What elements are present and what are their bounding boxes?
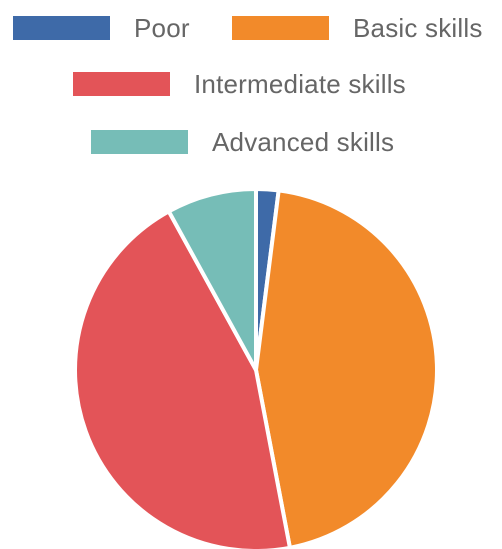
legend-item-advanced-skills[interactable]: Advanced skills — [91, 122, 394, 162]
legend-item-intermediate-skills[interactable]: Intermediate skills — [73, 64, 406, 104]
legend-row-1: Poor Basic skills — [0, 8, 502, 48]
legend-swatch-intermediate-skills — [73, 72, 170, 96]
pie-slices — [73, 187, 439, 549]
legend-label-intermediate-skills: Intermediate skills — [194, 68, 406, 99]
legend-item-basic-skills[interactable]: Basic skills — [232, 8, 483, 48]
legend-swatch-poor — [13, 16, 110, 40]
legend-swatch-advanced-skills — [91, 130, 188, 154]
pie-slice-basic-skills[interactable] — [254, 188, 439, 549]
pie-slice-intermediate-skills[interactable] — [73, 209, 292, 549]
legend-row-2: Intermediate skills — [0, 64, 502, 104]
pie-slice-advanced-skills[interactable] — [166, 187, 258, 372]
legend-row-3: Advanced skills — [0, 122, 502, 162]
legend-item-poor[interactable]: Poor — [13, 8, 190, 48]
legend-label-basic-skills: Basic skills — [353, 12, 483, 43]
legend-label-poor: Poor — [134, 12, 190, 43]
legend-label-advanced-skills: Advanced skills — [212, 126, 395, 157]
legend-swatch-basic-skills — [232, 16, 329, 40]
